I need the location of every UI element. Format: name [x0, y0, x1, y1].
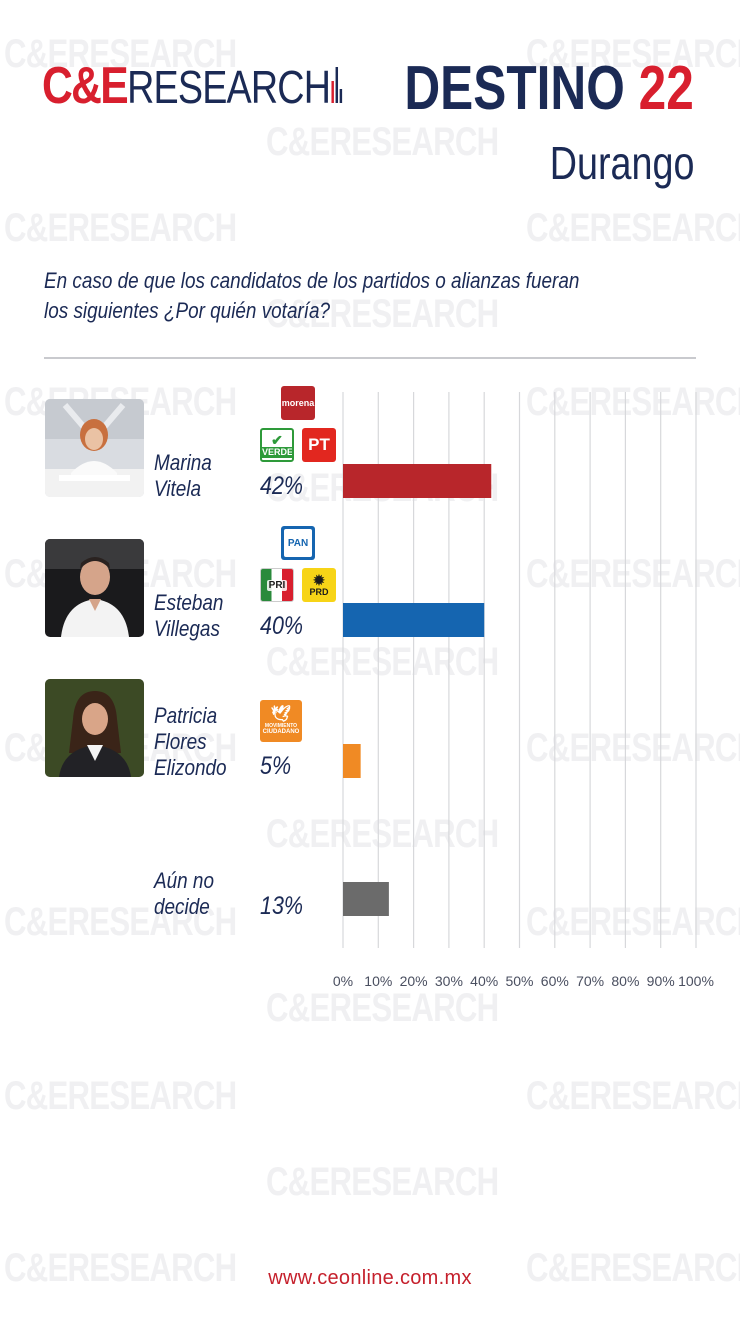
x-tick-label: 40% — [470, 973, 498, 989]
brand-logo: C&ERESEARCH — [42, 57, 343, 115]
headline-number: 22 — [638, 54, 694, 123]
x-tick-label: 70% — [576, 973, 604, 989]
bar-layer — [343, 464, 492, 916]
pri-logo-text: PRI — [266, 579, 288, 591]
category-pct-undecided: 13% — [260, 892, 304, 920]
pt-logo-text: PT — [308, 435, 330, 454]
x-tick-label: 90% — [647, 973, 675, 989]
candidate-photo-esteban-villegas — [45, 539, 144, 637]
mc-logo-text-2: CIUDADANO — [262, 728, 300, 735]
name-line: Villegas — [154, 616, 220, 641]
headline-title: DESTINO — [404, 54, 626, 123]
candidate-name-esteban-villegas: Esteban Villegas — [154, 590, 223, 642]
pri-logo-icon: PRI — [260, 568, 294, 602]
candidate-pct-esteban-villegas: 40% — [260, 612, 304, 640]
brand-ce: C&E — [42, 57, 129, 115]
name-line: decide — [154, 894, 210, 919]
divider — [44, 357, 696, 359]
category-name-undecided: Aún no decide — [154, 868, 214, 920]
tick-layer: 0% 10% 20% 30% 40% 50% 60% 70% 80% 90% 100% — [333, 973, 714, 989]
x-tick-label: 60% — [541, 973, 569, 989]
bar-marina-vitela — [343, 464, 492, 498]
mc-logo-icon: 🕊 MOVIMIENTO CIUDADANO — [260, 700, 302, 742]
pan-logo-icon: PAN — [281, 526, 315, 560]
x-tick-label: 10% — [364, 973, 392, 989]
pan-logo-text: PAN — [284, 529, 312, 557]
candidate-photo-patricia-flores — [45, 679, 144, 777]
candidate-photo-marina-vitela — [45, 399, 144, 497]
watermark: C&ERESEARCH — [526, 1074, 740, 1118]
brand-bars-icon — [331, 67, 343, 103]
x-tick-label: 100% — [678, 973, 714, 989]
bar-patricia-flores-elizondo — [343, 744, 361, 778]
headline: DESTINO 22 — [405, 58, 694, 120]
name-line: Elizondo — [154, 755, 227, 780]
candidate-name-patricia-flores: Patricia Flores Elizondo — [154, 703, 227, 781]
candidate-name-marina-vitela: Marina Vitela — [154, 450, 212, 502]
morena-logo-icon: morena — [281, 386, 315, 420]
name-line: Esteban — [154, 590, 224, 615]
bar-esteban-villegas — [343, 603, 485, 637]
verde-logo-icon: ✔ VERDE — [260, 428, 294, 462]
prd-logo-text: PRD — [309, 587, 329, 597]
footer-url[interactable]: www.ceonline.com.mx — [268, 1267, 472, 1289]
candidate-pct-marina-vitela: 42% — [260, 472, 304, 500]
x-tick-label: 80% — [611, 973, 639, 989]
brand-research: RESEARCH — [127, 61, 331, 113]
x-tick-label: 30% — [435, 973, 463, 989]
bar-a-n-no-decide — [343, 882, 389, 916]
morena-logo-text: morena — [281, 398, 315, 408]
name-line: Flores — [154, 729, 207, 754]
name-line: Patricia — [154, 703, 218, 728]
x-tick-label: 0% — [333, 973, 353, 989]
verde-logo-text: VERDE — [262, 446, 294, 458]
name-line: Aún no — [154, 868, 214, 893]
pt-logo-icon: PT — [302, 428, 336, 462]
x-tick-label: 50% — [505, 973, 533, 989]
mc-logo-text-1: MOVIMIENTO — [264, 722, 298, 729]
candidate-pct-patricia-flores: 5% — [260, 752, 292, 780]
x-tick-label: 20% — [400, 973, 428, 989]
survey-question: En caso de que los candidatos de los par… — [44, 268, 580, 323]
prd-logo-icon: ✹ PRD — [302, 568, 336, 602]
watermark: C&ERESEARCH — [266, 1160, 499, 1204]
state-name: Durango — [549, 137, 694, 189]
name-line: Marina — [154, 450, 212, 475]
bar-chart: 0% 10% 20% 30% 40% 50% 60% 70% 80% 90% 100% — [333, 392, 714, 989]
watermark: C&ERESEARCH — [4, 1074, 237, 1118]
name-line: Vitela — [154, 476, 201, 501]
